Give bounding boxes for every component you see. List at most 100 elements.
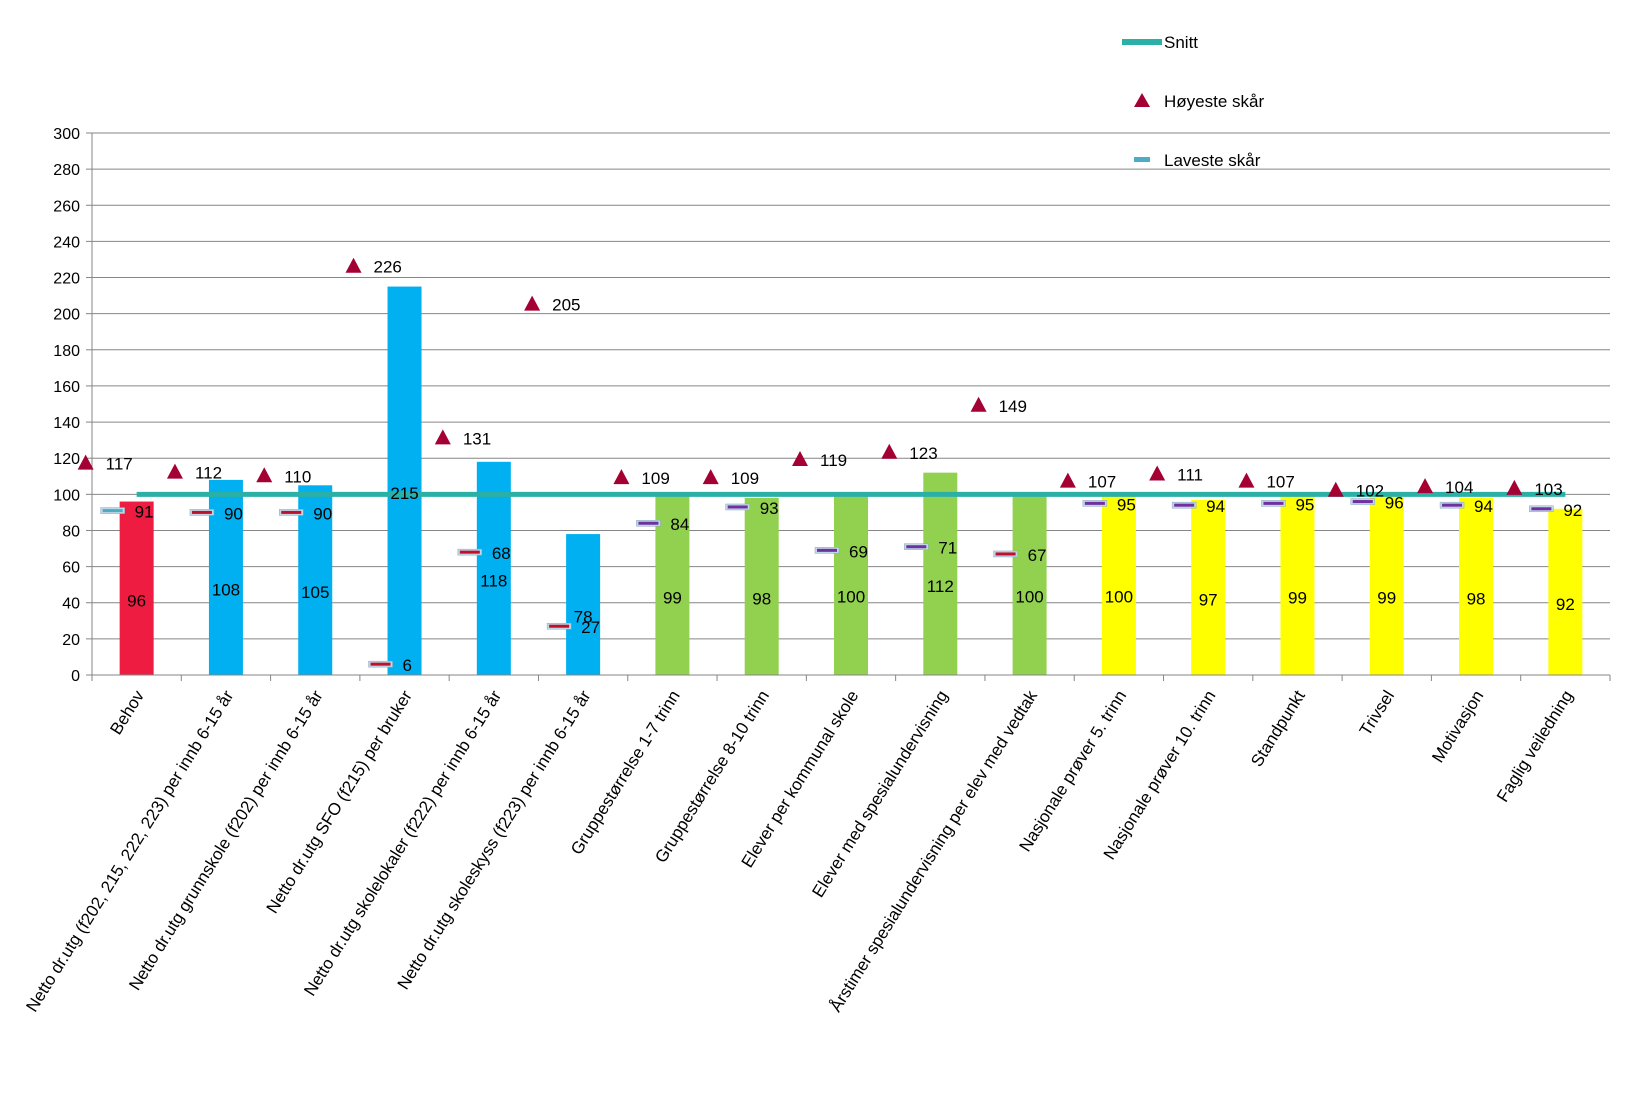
legend-snitt-label: Snitt: [1164, 33, 1198, 52]
high-score-label: 107: [1088, 473, 1116, 492]
high-score-label: 109: [731, 469, 759, 488]
low-score-label: 84: [670, 515, 689, 534]
low-score-marker-core: [727, 505, 748, 509]
y-tick-label: 220: [53, 271, 80, 288]
legend-high-label: Høyeste skår: [1164, 92, 1264, 111]
bar: [1548, 508, 1583, 675]
bar-value-label: 105: [301, 583, 329, 602]
legend-low-label: Laveste skår: [1164, 151, 1261, 170]
low-score-label: 68: [492, 544, 511, 563]
bar: [744, 497, 779, 675]
high-score-label: 149: [999, 397, 1027, 416]
low-score-label: 27: [581, 618, 600, 637]
low-score-label: 69: [849, 542, 868, 561]
high-score-label: 107: [1266, 473, 1294, 492]
high-score-label: 111: [1177, 465, 1203, 484]
low-score-label: 90: [313, 504, 332, 523]
y-tick-label: 240: [53, 234, 80, 251]
low-score-marker-core: [1352, 500, 1373, 504]
y-tick-label: 280: [53, 162, 80, 179]
low-score-marker-core: [102, 509, 123, 513]
bar: [476, 461, 511, 675]
y-axis: 0 20 40 60 80 100 120 140 160 180 200 220 240 260 280 3…: [53, 126, 93, 685]
bar: [208, 479, 243, 675]
bars: [119, 286, 1583, 675]
low-score-label: 93: [760, 499, 779, 518]
low-score-label: 90: [224, 504, 243, 523]
y-tick-label: 100: [53, 487, 80, 504]
y-tick-label: 0: [71, 668, 80, 685]
high-score-label: 112: [195, 464, 222, 483]
high-score-label: 205: [552, 296, 580, 315]
x-category-label: Netto dr.utg grunnskole (f202) per innb …: [125, 687, 327, 994]
bar-value-label: 215: [390, 484, 418, 503]
high-score-marker: [613, 469, 630, 485]
low-score-label: 95: [1117, 495, 1136, 514]
high-score-label: 117: [106, 455, 133, 474]
bar: [566, 534, 601, 675]
low-score-marker-core: [1263, 501, 1284, 505]
bar-value-label: 92: [1556, 595, 1575, 614]
low-score-marker-core: [995, 552, 1016, 556]
high-score-marker: [1149, 465, 1166, 481]
bar: [1459, 497, 1494, 675]
high-score-marker: [1327, 481, 1344, 497]
bar-value-label: 98: [752, 589, 771, 608]
low-score-marker-core: [281, 510, 302, 514]
low-score-label: 67: [1028, 546, 1047, 565]
bar-value-label: 99: [1288, 589, 1307, 608]
bar-value-label: 78: [574, 608, 593, 627]
high-score-label: 131: [463, 429, 491, 448]
bar-value-label: 99: [1377, 589, 1396, 608]
high-score-label: 109: [641, 469, 669, 488]
x-category-label: Standpunkt: [1247, 687, 1309, 770]
high-score-label: 102: [1356, 482, 1384, 501]
high-score-marker: [1059, 472, 1076, 488]
high-score-marker: [1417, 478, 1434, 494]
bar-value-label: 99: [663, 589, 682, 608]
y-tick-label: 300: [53, 126, 80, 143]
bar-value-label: 108: [212, 580, 240, 599]
low-score-label: 94: [1206, 497, 1225, 516]
bar: [1191, 499, 1226, 675]
bar-value-label: 100: [837, 588, 865, 607]
x-category-label: Netto dr.utg skolelokaler (f222) per inn…: [300, 687, 505, 999]
legend-high-swatch: [1134, 93, 1150, 107]
x-category-label: Netto dr.utg skoleskyss (f223) per innb …: [394, 687, 595, 993]
legend: Snitt Høyeste skår Laveste skår: [1122, 33, 1264, 170]
y-tick-label: 160: [53, 379, 80, 396]
y-tick-label: 120: [53, 451, 80, 468]
high-score-marker: [77, 454, 94, 470]
high-score-marker: [345, 257, 362, 273]
bar: [834, 494, 868, 675]
low-score-label: 91: [135, 503, 154, 522]
high-score-marker: [166, 463, 183, 479]
x-category-label: Behov: [106, 687, 148, 738]
high-score-label: 104: [1445, 478, 1473, 497]
low-score-label: 71: [938, 539, 957, 558]
high-score-label: 103: [1534, 480, 1562, 499]
high-score-marker: [434, 429, 451, 445]
low-score-marker-core: [549, 624, 570, 628]
x-category-label: Faglig veiledning: [1493, 687, 1577, 805]
low-score-marker-core: [1084, 501, 1105, 505]
x-category-label: Trivsel: [1356, 687, 1398, 739]
bar-value-label: 98: [1467, 589, 1486, 608]
bar-value-label: 96: [127, 591, 146, 610]
bar-value-label: 100: [1105, 588, 1133, 607]
low-score-marker-core: [906, 545, 927, 549]
high-score-marker: [702, 469, 719, 485]
y-tick-label: 40: [62, 596, 80, 613]
bar: [923, 472, 958, 675]
low-score-marker-core: [370, 662, 391, 666]
high-score-marker: [1506, 479, 1523, 495]
low-score-label: 6: [403, 656, 412, 675]
low-score-marker-core: [191, 510, 212, 514]
y-tick-label: 180: [53, 343, 80, 360]
high-score-label: 226: [374, 258, 402, 277]
high-score-label: 110: [284, 467, 311, 486]
high-score-marker: [792, 451, 808, 467]
y-tick-label: 140: [53, 415, 80, 432]
low-score-marker-core: [459, 550, 480, 554]
